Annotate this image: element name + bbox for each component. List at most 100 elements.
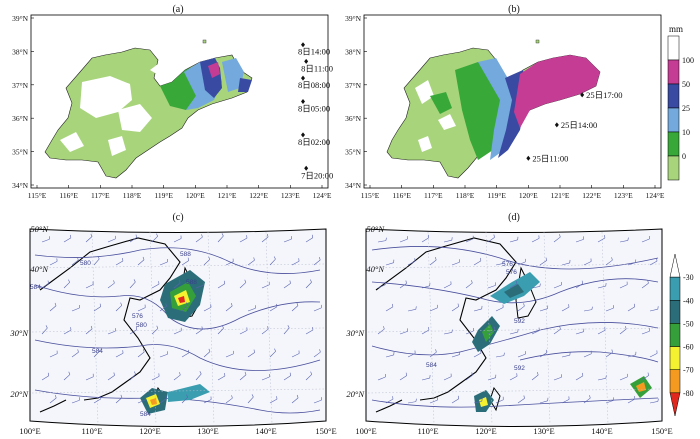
d-wind-barb <box>553 236 561 243</box>
c-wind-barb-flag <box>289 280 291 284</box>
c-wind-barb <box>173 330 182 335</box>
c-contour-label: 580 <box>80 260 91 267</box>
c-wind-barb <box>115 397 123 404</box>
panel-a-blank-2 <box>118 104 152 132</box>
c-wind-barb <box>115 305 122 312</box>
c-wind-barb <box>239 237 248 243</box>
panel-d-contour-1 <box>371 246 659 270</box>
d-wind-barb-flag <box>647 372 649 376</box>
c-lon-label: 110°E <box>81 426 102 436</box>
a-xtick-label: 119°E <box>154 191 173 200</box>
b-ytick-label: 37°N <box>345 81 361 90</box>
c-wind-barb <box>107 330 116 335</box>
panel-d-cloud-north-core <box>504 284 524 298</box>
a-ytick-label: 39°N <box>12 14 28 23</box>
d-wind-barb <box>605 352 613 358</box>
c-wind-barb <box>195 284 204 289</box>
panel-a-label: (a) <box>172 4 183 15</box>
c-wind-barb <box>305 374 312 381</box>
d-wind-barb-flag <box>415 398 417 402</box>
c-wind-barb <box>159 306 167 312</box>
c-wind-barb-flag <box>251 394 254 398</box>
d-wind-barb-flag <box>480 257 482 261</box>
b-track-time: 25日11:00 <box>532 153 568 163</box>
c-wind-barb-flag <box>68 279 70 283</box>
panel-c-cloud-south-red <box>150 398 157 405</box>
d-meridian <box>427 231 435 425</box>
panel-a-blank-1 <box>80 76 132 118</box>
b-xtick-label: 120°E <box>519 191 538 200</box>
d-wind-barb-flag <box>385 237 387 241</box>
d-meridian <box>543 231 551 425</box>
panel-a-blank-4 <box>108 136 126 156</box>
c-wind-barb-flag <box>231 303 233 307</box>
c-wind-barb <box>217 235 224 243</box>
d-wind-barb <box>575 375 584 381</box>
c-wind-barb <box>63 374 71 381</box>
c-wind-barb <box>217 375 226 381</box>
d-wind-barb <box>473 308 482 312</box>
d-wind-barb-flag <box>647 280 649 284</box>
panel-b-island <box>535 39 540 44</box>
a-xtick-label: 123°E <box>281 191 300 200</box>
c-wind-barb-flag <box>45 325 48 329</box>
panel-d-cloud-south-core <box>479 397 488 407</box>
c-wind-barb <box>305 282 312 289</box>
c-lat-label: 40°N <box>30 264 49 274</box>
d-wind-barb <box>605 259 613 266</box>
panel-d-convection <box>472 272 652 412</box>
c-wind-barb <box>63 237 72 243</box>
b-xtick-label: 123°E <box>614 191 633 200</box>
c-meridian <box>207 231 215 425</box>
c-wind-barb-flag <box>287 325 290 329</box>
c-wind-barb-flag <box>133 279 136 283</box>
c-wind-barb <box>261 284 270 289</box>
c-wind-barb <box>305 329 314 335</box>
panel-d-wind-barbs <box>377 234 659 404</box>
d-wind-barb-flag <box>503 352 505 356</box>
b-xtick-label: 116°E <box>392 191 411 200</box>
d-wind-barb <box>627 306 635 312</box>
d-wind-barb-flag <box>582 372 584 376</box>
d-wind-barb <box>451 261 460 266</box>
d-wind-barb <box>385 306 394 312</box>
c-contour-label: 584 <box>92 348 103 355</box>
c-contour-label: 584 <box>30 284 41 291</box>
d-wind-barb <box>399 331 408 335</box>
c-wind-barb-flag <box>223 280 226 284</box>
c-wind-barb <box>269 258 276 266</box>
d-wind-barb <box>487 377 496 381</box>
c-meridian <box>91 231 99 425</box>
b-track-marker <box>554 122 559 128</box>
c-wind-barb-flag <box>113 280 115 284</box>
a-track-marker <box>301 99 305 104</box>
panel-d-contour-2 <box>371 278 659 304</box>
c-wind-barb <box>203 259 210 266</box>
a-track-time: 8日05:00 <box>298 104 330 114</box>
panel-c-lon-axis: 100°E 110°E 120°E 130°E 140°E 150°E <box>19 231 337 436</box>
b-xtick-label: 115°E <box>361 191 380 200</box>
a-xtick-label: 117°E <box>91 191 110 200</box>
panel-d-taiwan <box>489 386 501 412</box>
c-contour-label: 588 <box>186 279 197 286</box>
a-xtick-label: 116°E <box>59 191 78 200</box>
d-wind-barb <box>451 306 459 312</box>
d-wind-barb <box>465 282 473 289</box>
c-wind-barb <box>49 353 58 358</box>
c-wind-barb <box>225 353 234 358</box>
c-wind-barb <box>71 259 79 266</box>
d-wind-barb <box>451 354 460 358</box>
c-wind-barb <box>225 261 234 266</box>
a-ytick-label: 38°N <box>12 47 28 56</box>
d-wind-barb <box>561 354 570 358</box>
panel-d-contour-3 <box>371 322 659 356</box>
d-wind-barb <box>421 285 430 289</box>
d-wind-barb-flag <box>537 372 539 376</box>
c-wind-barb <box>181 304 188 312</box>
precip-tick-label: 10 <box>682 128 690 137</box>
d-wind-barb-flag <box>405 280 407 284</box>
c-wind-barb-flag <box>289 372 292 376</box>
c-wind-barb <box>129 237 137 243</box>
